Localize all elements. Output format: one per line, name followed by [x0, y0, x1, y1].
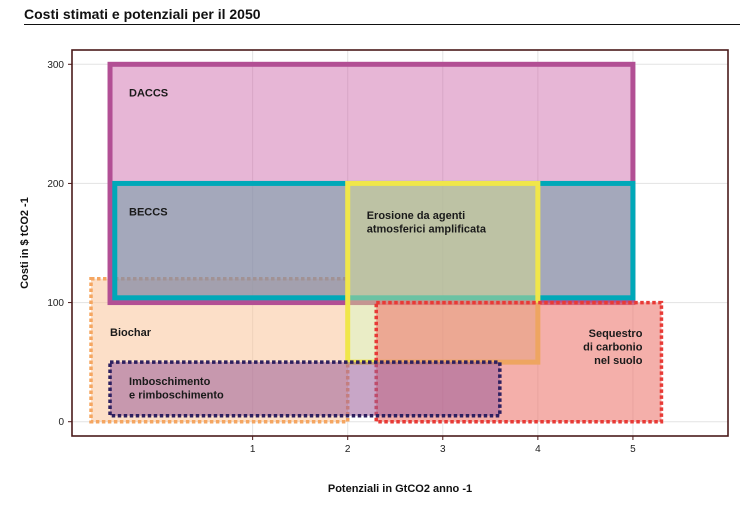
region-label-2: DACCS	[129, 87, 168, 99]
region-label-line: Erosione da agenti	[367, 210, 465, 222]
y-tick-label: 300	[47, 60, 64, 71]
y-tick-label: 200	[47, 179, 64, 190]
region-label-line: atmosferici amplificata	[367, 224, 487, 236]
region-label-line: nel suolo	[594, 355, 643, 367]
title-divider	[24, 24, 740, 25]
x-tick-label: 3	[440, 444, 446, 455]
x-tick-label: 1	[250, 444, 256, 455]
region-label-line: BECCS	[129, 207, 168, 219]
region-label-line: Biochar	[110, 327, 152, 339]
region-label-5: Sequestro di carbonio nel suolo	[583, 328, 643, 367]
chart-title: Costi stimati e potenziali per il 2050	[24, 6, 261, 22]
y-tick-label: 0	[58, 417, 64, 428]
region-6	[108, 360, 502, 418]
region-label-line: DACCS	[129, 87, 168, 99]
axis-ticks: 1 2 3 4 5 0 100 200 300	[47, 60, 636, 455]
region-label-line: e rimboschimento	[129, 389, 224, 401]
regions	[89, 61, 664, 424]
region-label-line: Sequestro	[589, 328, 643, 340]
region-label-1: Biochar	[110, 327, 152, 339]
x-tick-label: 4	[535, 444, 541, 455]
x-tick-label: 2	[345, 444, 351, 455]
region-label-4: Erosione da agenti atmosferici amplificat…	[367, 210, 487, 236]
region-label-3: BECCS	[129, 207, 168, 219]
region-labels: Biochar DACCS BECCS Erosione da agenti atmos…	[110, 87, 643, 401]
y-axis-label: Costi in $ tCO2 -1	[19, 197, 31, 289]
region-label-line: Imboschimento	[129, 376, 211, 388]
y-tick-label: 100	[47, 298, 64, 309]
region-label-line: di carbonio	[583, 342, 643, 354]
region-label-6: Imboschimento e rimboschimento	[129, 376, 224, 402]
x-axis-label: Potenziali in GtCO2 anno -1	[328, 483, 472, 495]
plot-frame	[71, 49, 729, 437]
x-tick-label: 5	[630, 444, 636, 455]
